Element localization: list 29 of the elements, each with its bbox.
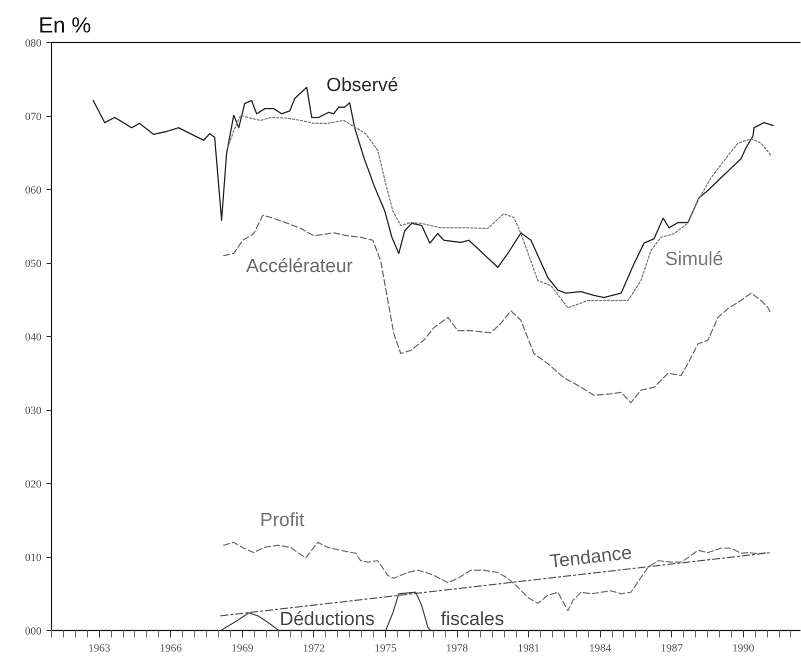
y-tick-label: 080 [25,38,42,50]
series-label: Profit [260,510,306,532]
series-label: Simulé [665,248,724,270]
series-label: Accélérateur [246,256,354,278]
text: Déductions fiscales [280,608,504,630]
x-tick-label: 1963 [88,642,111,654]
y-axis-title: En % [38,12,92,38]
y-tick-label: 030 [25,405,42,417]
x-tick-label: 1984 [589,642,612,654]
x-tick-label: 1987 [660,642,684,654]
y-tick-label: 060 [25,184,42,196]
line-series [223,542,769,612]
x-tick-label: 1975 [374,642,397,654]
x-tick-label: 1978 [446,642,469,654]
x-tick-label: 1972 [302,642,325,654]
x-tick-label: 1966 [160,642,182,654]
y-tick-label: 010 [25,552,42,564]
line-series [227,114,772,308]
line-series [223,214,772,404]
x-tick-label: 1981 [518,642,540,654]
x-tick-label: 1969 [231,642,254,654]
text: Tendance [548,542,633,573]
y-tick-label: 050 [25,258,42,270]
x-tick-label: 1990 [732,642,755,654]
y-tick-label: 000 [25,626,42,638]
series-label: Observé [326,74,398,96]
y-tick-label: 070 [25,111,42,123]
y-tick-label: 020 [25,478,42,490]
y-tick-label: 040 [25,332,42,344]
